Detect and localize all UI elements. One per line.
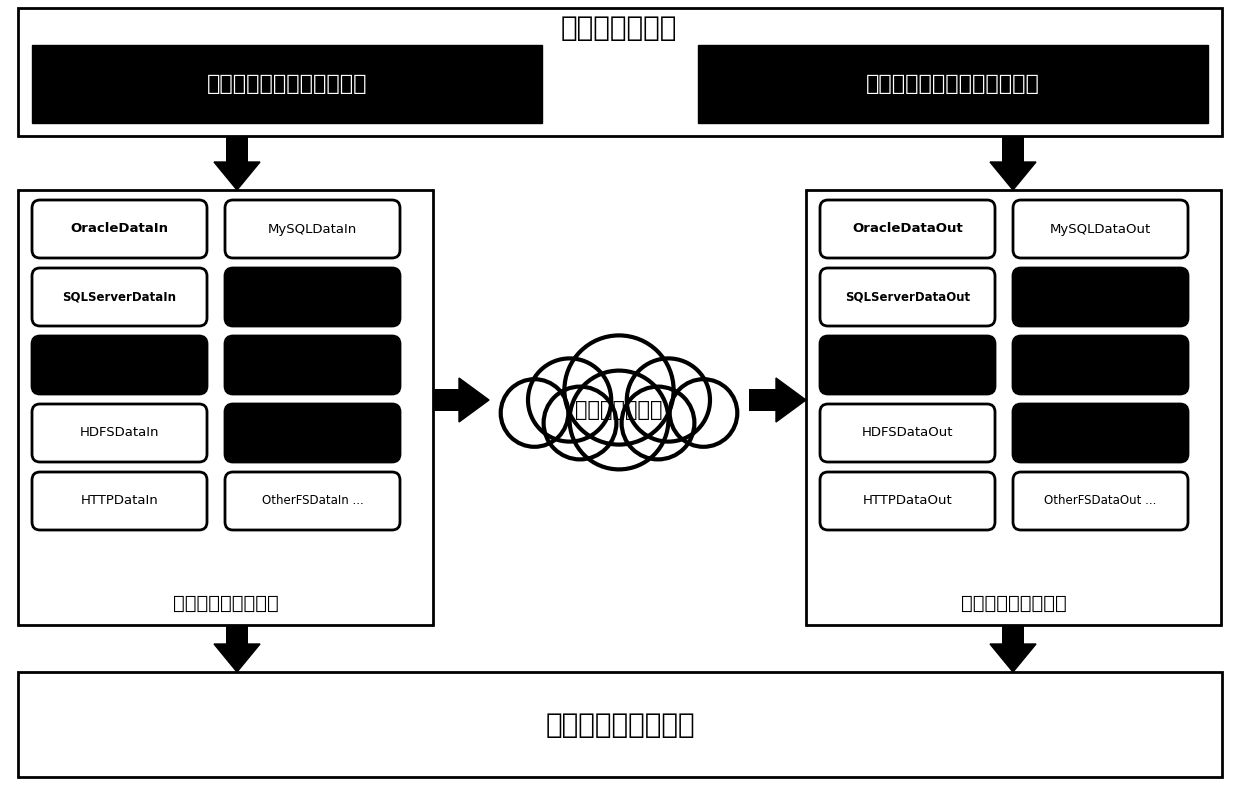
FancyBboxPatch shape bbox=[225, 268, 400, 326]
Bar bbox=[1002, 136, 1023, 162]
FancyBboxPatch shape bbox=[225, 200, 400, 258]
Bar bbox=[225, 136, 248, 162]
FancyBboxPatch shape bbox=[1014, 268, 1188, 326]
Polygon shape bbox=[214, 162, 260, 190]
FancyBboxPatch shape bbox=[32, 404, 207, 462]
Bar bbox=[432, 389, 458, 411]
FancyBboxPatch shape bbox=[32, 200, 207, 258]
FancyBboxPatch shape bbox=[1014, 200, 1188, 258]
FancyBboxPatch shape bbox=[820, 200, 995, 258]
FancyBboxPatch shape bbox=[225, 404, 400, 462]
Text: 目的数据输出任务调度管理器: 目的数据输出任务调度管理器 bbox=[866, 74, 1040, 94]
Text: OracleDataIn: OracleDataIn bbox=[71, 222, 169, 236]
Circle shape bbox=[544, 387, 616, 460]
FancyBboxPatch shape bbox=[225, 472, 400, 530]
FancyBboxPatch shape bbox=[1014, 336, 1188, 394]
Circle shape bbox=[670, 379, 737, 447]
Text: 源数据输入任务调度管理器: 源数据输入任务调度管理器 bbox=[207, 74, 367, 94]
FancyBboxPatch shape bbox=[32, 268, 207, 326]
Circle shape bbox=[622, 387, 694, 460]
Circle shape bbox=[570, 371, 668, 469]
Polygon shape bbox=[990, 162, 1036, 190]
Polygon shape bbox=[990, 644, 1036, 672]
FancyBboxPatch shape bbox=[1014, 472, 1188, 530]
Bar bbox=[19, 8, 1222, 136]
Polygon shape bbox=[214, 644, 260, 672]
FancyBboxPatch shape bbox=[1014, 404, 1188, 462]
Bar bbox=[807, 190, 1220, 625]
FancyBboxPatch shape bbox=[32, 472, 207, 530]
Text: OtherFSDataIn ...: OtherFSDataIn ... bbox=[261, 494, 363, 508]
Text: HTTPDataOut: HTTPDataOut bbox=[862, 494, 953, 508]
Bar bbox=[19, 190, 432, 625]
Text: HDFSDataOut: HDFSDataOut bbox=[862, 426, 953, 440]
Text: MySQLDataOut: MySQLDataOut bbox=[1049, 222, 1151, 236]
Text: SQLServerDataIn: SQLServerDataIn bbox=[62, 290, 176, 304]
Bar bbox=[750, 389, 776, 411]
Polygon shape bbox=[776, 378, 807, 422]
Bar bbox=[1002, 625, 1023, 644]
Bar bbox=[225, 625, 248, 644]
Text: 数据输入插件管理器: 数据输入插件管理器 bbox=[172, 593, 279, 612]
Bar bbox=[32, 45, 541, 123]
FancyBboxPatch shape bbox=[820, 472, 995, 530]
Polygon shape bbox=[458, 378, 489, 422]
Text: 数据输出插件管理器: 数据输出插件管理器 bbox=[960, 593, 1067, 612]
Text: MySQLDataIn: MySQLDataIn bbox=[268, 222, 357, 236]
FancyBboxPatch shape bbox=[820, 336, 995, 394]
Text: SQLServerDataOut: SQLServerDataOut bbox=[845, 290, 970, 304]
FancyBboxPatch shape bbox=[820, 404, 995, 462]
Circle shape bbox=[565, 335, 674, 445]
Circle shape bbox=[501, 379, 569, 447]
FancyBboxPatch shape bbox=[225, 336, 400, 394]
Text: 平台运行日志管理器: 平台运行日志管理器 bbox=[545, 710, 695, 739]
Text: OtherFSDataOut ...: OtherFSDataOut ... bbox=[1044, 494, 1157, 508]
FancyBboxPatch shape bbox=[820, 268, 995, 326]
Circle shape bbox=[528, 358, 611, 441]
Bar bbox=[19, 672, 1222, 777]
FancyBboxPatch shape bbox=[32, 336, 207, 394]
Text: HDFSDataIn: HDFSDataIn bbox=[79, 426, 160, 440]
Text: OracleDataOut: OracleDataOut bbox=[852, 222, 963, 236]
Circle shape bbox=[627, 358, 710, 441]
Text: 任务调度管理器: 任务调度管理器 bbox=[561, 14, 678, 42]
Bar bbox=[698, 45, 1208, 123]
Text: 数据缓存管理器: 数据缓存管理器 bbox=[575, 400, 663, 420]
Text: HTTPDataIn: HTTPDataIn bbox=[81, 494, 159, 508]
